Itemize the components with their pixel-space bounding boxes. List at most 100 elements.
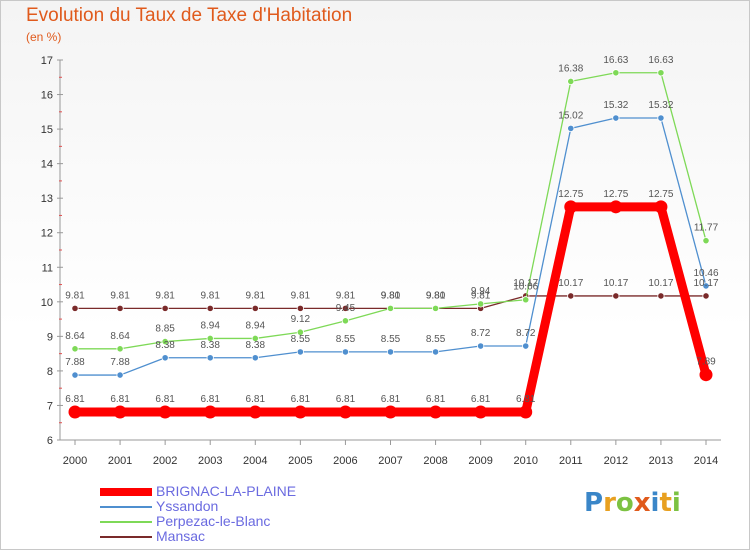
data-point [702, 292, 710, 300]
data-point [206, 304, 214, 312]
data-label: 12.75 [603, 189, 628, 200]
data-label: 8.55 [426, 334, 446, 345]
data-label: 11.77 [694, 223, 719, 234]
legend-swatch [100, 521, 152, 523]
data-label: 10.17 [603, 278, 628, 289]
data-point [71, 304, 79, 312]
data-point [702, 237, 710, 245]
data-label: 6.81 [336, 394, 356, 405]
chart-subtitle: (en %) [26, 30, 62, 44]
logo-letter: x [633, 488, 651, 518]
data-label: 6.81 [471, 394, 491, 405]
data-label: 9.81 [155, 290, 175, 301]
data-point [612, 114, 620, 122]
y-tick-label: 6 [47, 435, 53, 447]
data-point [158, 405, 172, 419]
data-point [116, 371, 124, 379]
data-point [296, 348, 304, 356]
data-label: 7.88 [110, 357, 130, 368]
x-tick-label: 2010 [513, 455, 537, 467]
data-label: 8.64 [110, 331, 130, 342]
data-point [567, 77, 575, 86]
data-label: 12.75 [558, 189, 583, 200]
data-label: 10.17 [558, 278, 583, 289]
data-label: 10.17 [693, 278, 718, 289]
data-label: 9.81 [65, 290, 85, 301]
data-point [386, 348, 395, 356]
data-point [567, 124, 575, 132]
y-tick-label: 11 [42, 262, 53, 274]
data-label: 10.46 [693, 268, 718, 279]
data-label: 8.38 [246, 340, 266, 351]
data-point [341, 348, 350, 356]
data-point [474, 405, 488, 419]
y-tick-label: 9 [47, 331, 53, 343]
data-point [203, 405, 217, 419]
data-label: 6.81 [200, 394, 220, 405]
data-label: 16.63 [648, 55, 673, 66]
x-tick-label: 2003 [198, 455, 222, 467]
data-point [567, 292, 575, 300]
data-label: 9.81 [471, 290, 491, 301]
y-tick-label: 7 [47, 400, 53, 412]
data-label: 8.64 [65, 331, 85, 342]
data-point [612, 292, 620, 300]
data-point [657, 69, 665, 77]
legend-label: Mansac [156, 528, 206, 544]
data-point [68, 405, 82, 419]
data-point [251, 304, 259, 312]
legend-label: Perpezac-le-Blanc [156, 513, 271, 529]
data-label: 9.81 [246, 290, 266, 301]
data-point [522, 342, 530, 350]
y-tick-label: 13 [41, 193, 53, 205]
data-label: 8.72 [516, 328, 536, 339]
data-label: 9.81 [200, 290, 220, 301]
data-label: 9.81 [426, 290, 446, 301]
data-label: 15.02 [558, 110, 583, 121]
data-point [477, 300, 485, 308]
data-point [341, 317, 350, 325]
data-point [251, 354, 259, 362]
x-tick-label: 2002 [153, 455, 177, 467]
proxiti-logo: Proxiti [584, 488, 681, 518]
data-point [338, 405, 352, 419]
data-point [161, 354, 169, 362]
data-label: 8.94 [200, 320, 220, 331]
x-tick-label: 2009 [468, 455, 492, 467]
data-label: 6.81 [381, 394, 401, 405]
data-label: 9.45 [336, 303, 356, 314]
data-label: 8.55 [381, 334, 401, 345]
x-tick-label: 2005 [288, 455, 312, 467]
data-point [431, 348, 440, 356]
x-tick-label: 2001 [108, 455, 132, 467]
data-point [386, 304, 395, 312]
data-label: 7.89 [696, 357, 716, 368]
data-point [296, 328, 304, 336]
data-label: 9.81 [381, 290, 401, 301]
data-point [206, 334, 214, 343]
logo-letter: P [584, 488, 604, 518]
data-point [116, 345, 124, 353]
data-label: 6.81 [516, 394, 536, 405]
legend-swatch [100, 488, 152, 496]
data-point [251, 334, 259, 343]
legend-swatch [100, 536, 152, 538]
data-label: 8.38 [155, 340, 175, 351]
chart-title: Evolution du Taux de Taxe d'Habitation [26, 5, 353, 26]
data-point [431, 304, 440, 312]
data-point [522, 296, 530, 304]
data-point [609, 200, 623, 214]
data-point [161, 304, 169, 312]
data-label: 8.55 [291, 334, 311, 345]
data-label: 9.94 [471, 286, 491, 297]
data-label: 9.81 [110, 290, 130, 301]
x-tick-label: 2012 [604, 455, 628, 467]
x-tick-label: 2013 [649, 455, 673, 467]
logo-letter: o [615, 488, 634, 518]
data-point [341, 304, 350, 312]
data-point [429, 405, 443, 419]
x-tick-label: 2014 [694, 455, 718, 467]
data-label: 9.81 [291, 290, 311, 301]
